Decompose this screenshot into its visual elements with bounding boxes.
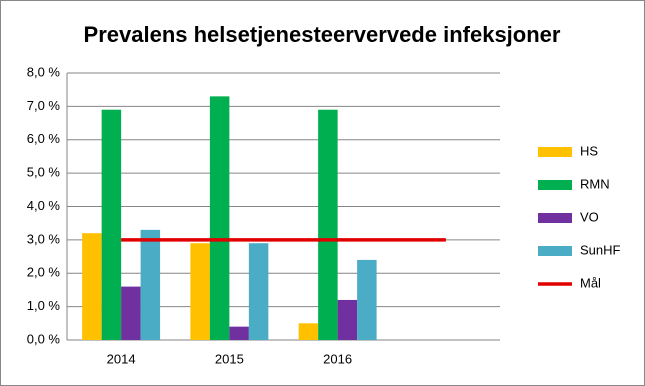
bar (357, 259, 377, 340)
y-tick-label: 8,0 % (27, 64, 61, 79)
y-tick-label: 2,0 % (27, 265, 61, 280)
bar (318, 109, 338, 341)
y-tick-label: 3,0 % (27, 231, 61, 246)
bar (121, 286, 141, 340)
bar (82, 233, 102, 340)
bar (190, 243, 210, 340)
x-tick-label: 2015 (215, 351, 244, 366)
legend-swatch (538, 213, 572, 223)
bar (229, 326, 249, 340)
legend-label: RMN (580, 176, 610, 191)
y-tick-label: 4,0 % (27, 198, 61, 213)
legend-swatch (538, 147, 572, 157)
legend-label: SunHF (580, 242, 621, 257)
bar (140, 229, 161, 340)
bar (298, 323, 319, 340)
bar (248, 243, 269, 340)
bar (337, 299, 358, 340)
bar (209, 96, 230, 340)
x-tick-label: 2014 (107, 351, 136, 366)
legend-label: Mål (580, 275, 601, 290)
y-tick-label: 7,0 % (27, 98, 61, 113)
y-tick-label: 0,0 % (27, 331, 61, 346)
x-tick-label: 2016 (323, 351, 352, 366)
chart-title: Prevalens helsetjenesteervervede infeksj… (84, 22, 561, 47)
y-tick-label: 1,0 % (27, 298, 61, 313)
y-tick-label: 6,0 % (27, 131, 61, 146)
legend-swatch (538, 180, 572, 190)
legend-swatch (538, 246, 572, 256)
legend-label: VO (580, 209, 599, 224)
y-tick-label: 5,0 % (27, 165, 61, 180)
legend-label: HS (580, 143, 598, 158)
bar (101, 109, 122, 341)
